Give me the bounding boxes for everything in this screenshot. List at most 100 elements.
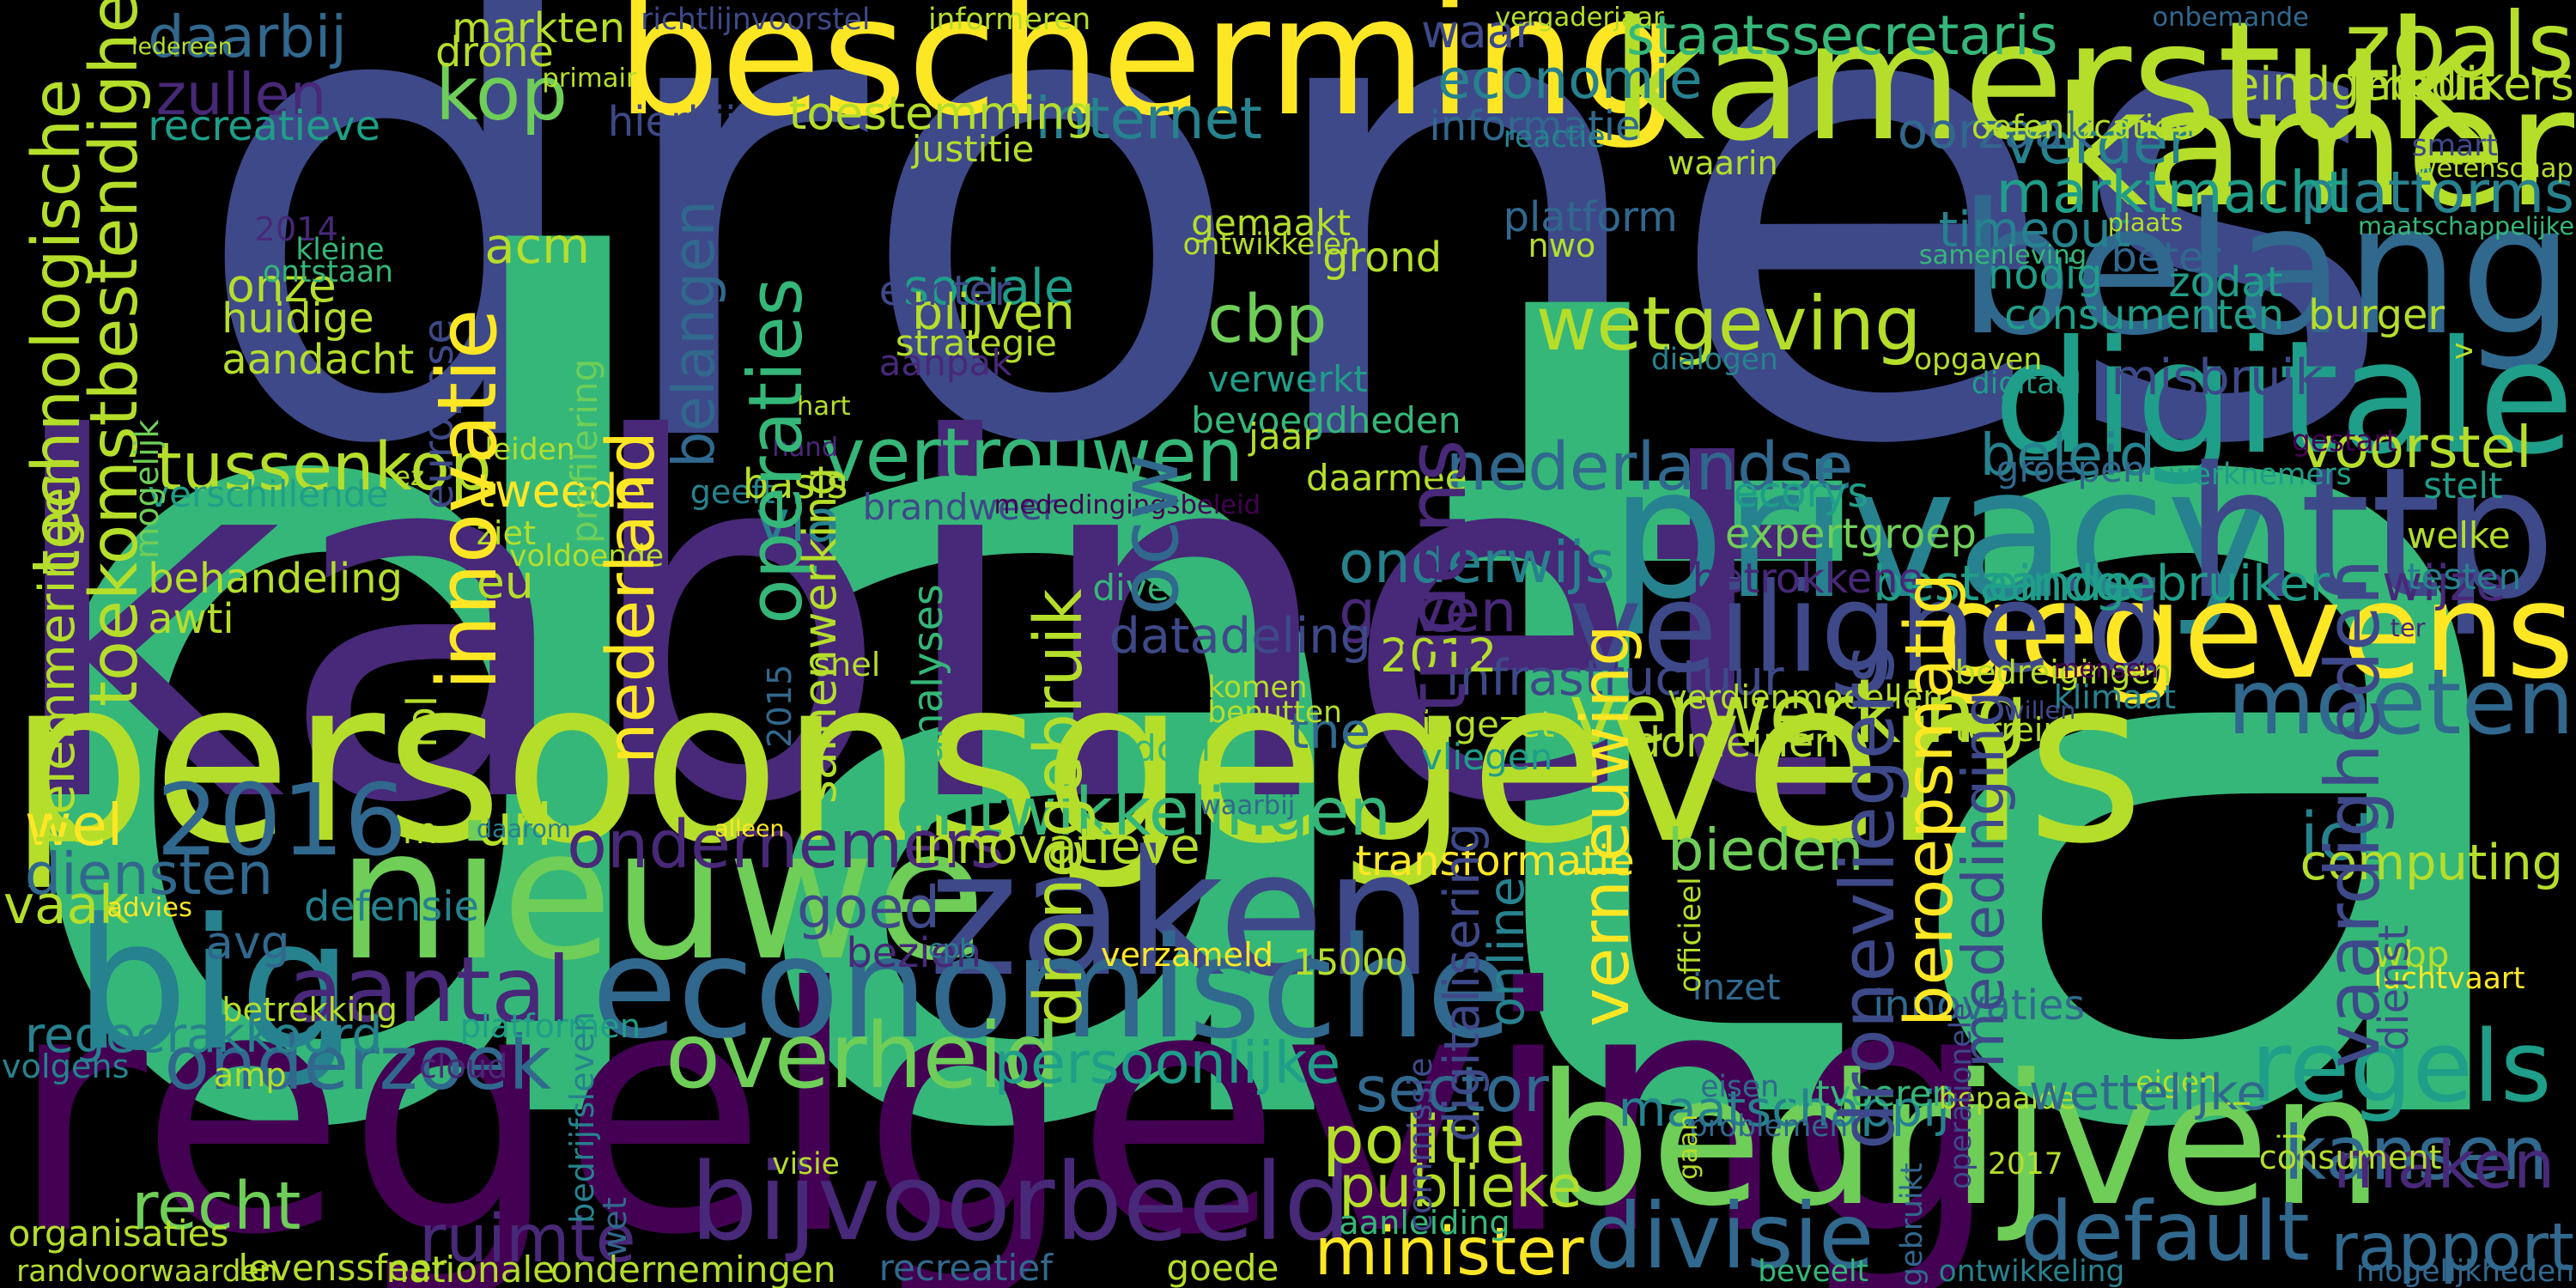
word-domeinen: domeinen: [1634, 719, 1840, 767]
word-regels: regels: [2251, 1010, 2552, 1126]
word-politie: politie: [1322, 1103, 1526, 1180]
word-leiden: leiden: [484, 433, 575, 467]
word-geven: geven: [1339, 578, 1517, 646]
word-amp: amp: [213, 1056, 287, 1096]
word-publieke: publieke: [1339, 1152, 1583, 1220]
word-persoonlijke: persoonlijke: [993, 1030, 1341, 1097]
word-economische: economische: [591, 908, 1513, 1071]
word-recht: recht: [131, 1168, 301, 1245]
word-luchtvaart: luchtvaart: [2373, 962, 2525, 997]
word-cbp: cbp: [1207, 281, 1327, 358]
word-digitale: digitale: [1993, 307, 2574, 489]
word-mogelijkheden: mogelijkheden: [2355, 1254, 2574, 1288]
word-timeout: timeout: [1938, 201, 2131, 259]
word-dienst: dienst: [2370, 925, 2418, 1052]
word-snel: snel: [813, 645, 881, 684]
word-oorzaak: oorzaak: [1897, 102, 2093, 161]
word-overheid: overheid: [665, 1002, 1061, 1109]
word-recreatief: recreatief: [878, 1246, 1053, 1288]
word-bescherming: bescherming: [616, 0, 1681, 154]
word-visie: visie: [772, 1147, 840, 1182]
word-mogelijk: mogelijk: [128, 418, 167, 559]
word-vliegen: vliegen: [1420, 735, 1553, 778]
word-goede: goede: [1166, 1246, 1279, 1288]
word-data: data: [0, 41, 2575, 1288]
word-opgaven: opgaven: [1913, 342, 2043, 377]
word-url: url: [476, 791, 553, 859]
word-rapport: rapport: [2330, 1209, 2574, 1286]
word-m: m: [402, 810, 438, 853]
word-daarmee: daarmee: [1306, 456, 1467, 499]
word-belangen: belangen: [659, 200, 727, 469]
word-huidige: huidige: [222, 295, 374, 343]
word-bedreigingen: bedreigingen: [1954, 653, 2172, 693]
word-avg: avg: [205, 915, 290, 970]
word-justitie: justitie: [911, 128, 1035, 171]
word-media: media: [2366, 62, 2494, 110]
word-ziet: ziet: [476, 513, 537, 553]
word-diensten: diensten: [24, 841, 274, 908]
word-groepen: groepen: [1996, 448, 2146, 491]
word-dialogen: dialogen: [1650, 342, 1778, 377]
word-marktmacht: marktmacht: [1996, 159, 2349, 227]
word-online: online: [1477, 876, 1535, 1027]
word-nodig: nodig: [1988, 251, 2103, 299]
word-kleine: kleine: [295, 232, 385, 267]
word-goed: goed: [796, 873, 941, 941]
word-bevoegdheden: bevoegdheden: [1191, 398, 1461, 441]
word-ecorys: ecorys: [1733, 470, 1869, 518]
word-willen: willen: [2004, 696, 2076, 726]
word-awti: awti: [148, 596, 234, 644]
word-jaar: jaar: [1249, 415, 1318, 458]
word-rol: rol: [398, 695, 447, 748]
word-vergaderjaar: vergaderjaar: [1495, 2, 1664, 33]
word-infrastructuur: infrastructuur: [1445, 649, 1784, 708]
word-aanleiding: aanleiding: [1339, 1204, 1510, 1243]
word-privacy: privacy: [1610, 428, 2274, 639]
word-beleid: beleid: [1979, 422, 2156, 489]
word-blijven: blijven: [911, 283, 1075, 341]
word-gaan: gaan: [1673, 1114, 1704, 1180]
word-dronevliegers: dronevliegers: [1826, 645, 1912, 1151]
word-j: j: [2272, 1132, 2307, 1140]
word-cloud: cloud: [418, 1048, 508, 1087]
word-markten: markten: [452, 4, 625, 52]
word-ruimte: ruimte: [418, 1201, 636, 1279]
word-big: big: [74, 879, 354, 1091]
word-expertgroep: expertgroep: [1724, 510, 1978, 558]
word-drones: drones: [189, 0, 2399, 587]
word-toestemming: toestemming: [788, 86, 1095, 141]
word-sector: sector: [1355, 1054, 1549, 1127]
word-the: the: [1289, 702, 1371, 760]
word-veiligheid: veiligheid: [1569, 556, 2166, 701]
word-bedrijfsleven: bedrijfsleven: [563, 1012, 603, 1224]
word-wel: wel: [24, 791, 124, 859]
word-primair: primair: [542, 63, 637, 94]
word-testen: testen: [2406, 555, 2522, 598]
word-voldoende: voldoende: [509, 539, 665, 574]
word-regelgeving: regelgeving: [8, 917, 2002, 1288]
word-diverse: diverse: [1092, 566, 1225, 609]
word-beveelt: beveelt: [1758, 1254, 1869, 1288]
word-mededingingsbeleid: mededingingsbeleid: [993, 489, 1261, 520]
word-aanpak: aanpak: [878, 341, 1012, 384]
word-verwerkt: verwerkt: [1207, 357, 1368, 400]
word-vaak: vaak: [3, 874, 130, 936]
word-ontwikkelen: ontwikkelen: [1182, 227, 1361, 262]
word-ingezet: ingezet: [1420, 702, 1555, 745]
word-alleen: alleen: [714, 815, 785, 842]
word-digitaal: digitaal: [1971, 367, 2081, 402]
word-bestaande: bestaande: [1873, 554, 2133, 612]
word-wetgeving: wetgeving: [1535, 281, 1922, 368]
word-ontwikkelingen: ontwikkelingen: [895, 774, 1391, 851]
word-informeren: informeren: [927, 2, 1091, 37]
word-levenssfeer: levenssfeer: [238, 1246, 447, 1288]
word-via: via: [756, 487, 841, 555]
word-nederlandse: nederlandse: [1445, 429, 1854, 506]
word-wet: wet: [596, 1196, 635, 1257]
word-burger: burger: [2308, 292, 2445, 340]
word-hart: hart: [796, 392, 851, 422]
word-ocw: ocw: [1101, 453, 1198, 617]
word-defensie: defensie: [303, 884, 479, 932]
word-verwerking: verwerking: [1569, 665, 2028, 762]
